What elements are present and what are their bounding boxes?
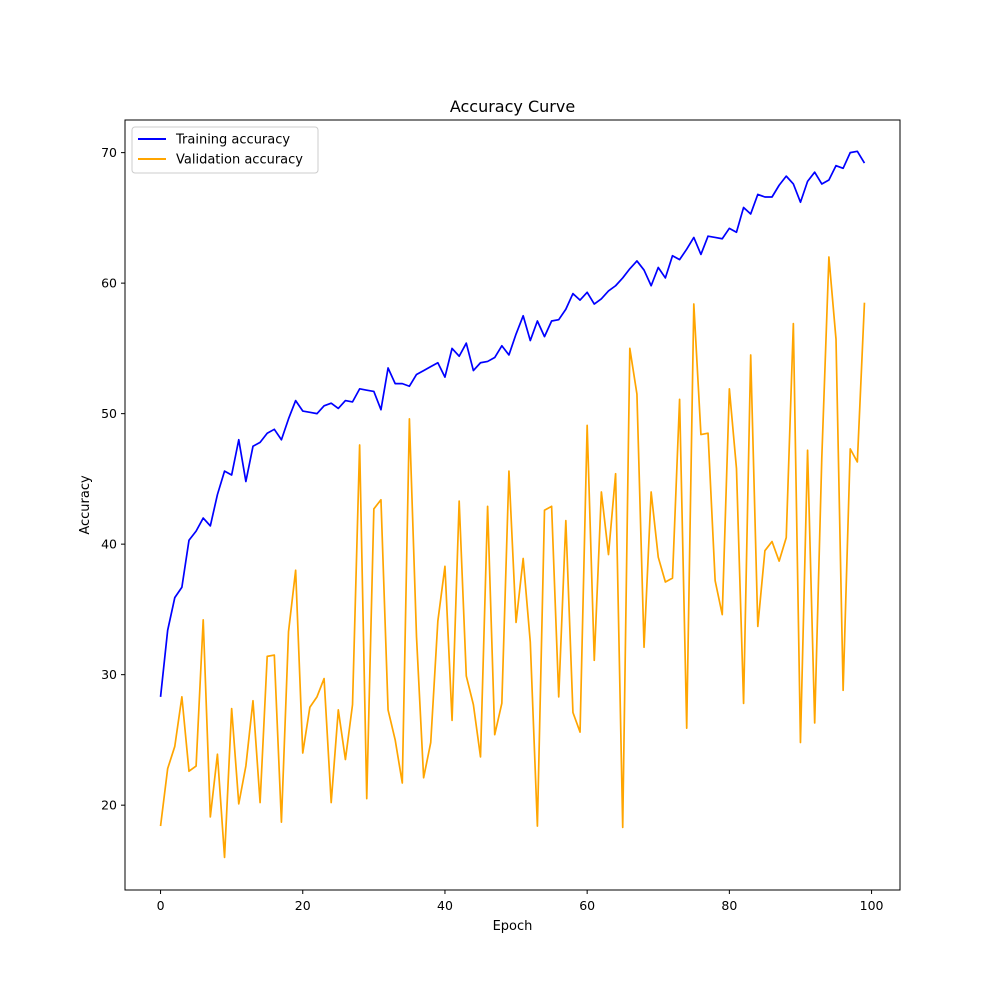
legend: Training accuracy Validation accuracy — [131, 126, 319, 174]
x-tick-label: 0 — [157, 898, 165, 913]
y-tick-label: 20 — [101, 798, 117, 813]
legend-box — [131, 126, 319, 174]
plot-lines — [159, 150, 866, 859]
x-tick-label: 20 — [295, 898, 311, 913]
y-tick-label: 30 — [101, 667, 117, 682]
x-tick-label: 60 — [579, 898, 595, 913]
y-tick-label: 60 — [101, 276, 117, 291]
series-line-training — [159, 150, 866, 697]
y-tick-label: 50 — [101, 406, 117, 421]
x-tick-label: 40 — [437, 898, 453, 913]
x-tick-label: 100 — [860, 898, 884, 913]
y-axis-ticks: 20 30 40 50 60 70 — [101, 145, 125, 813]
series-line-validation — [159, 256, 866, 859]
y-tick-label: 70 — [101, 145, 117, 160]
y-tick-label: 40 — [101, 537, 117, 552]
x-axis-ticks: 0 20 40 60 80 100 — [157, 890, 884, 913]
legend-label-training: Training accuracy — [175, 133, 290, 148]
plot-area-frame — [124, 119, 901, 891]
x-axis-label: Epoch — [493, 919, 533, 934]
legend-label-validation: Validation accuracy — [176, 153, 303, 168]
y-axis-label: Accuracy — [78, 475, 93, 535]
chart-title: Accuracy Curve — [450, 97, 575, 116]
x-tick-label: 80 — [721, 898, 737, 913]
